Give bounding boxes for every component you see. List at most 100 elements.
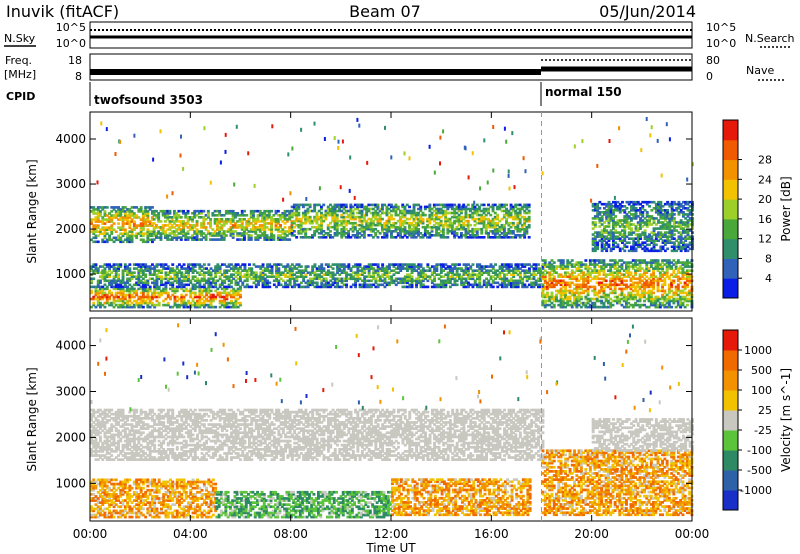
power-cell: [193, 295, 197, 299]
power-cell: [164, 283, 168, 287]
power-cell: [432, 223, 436, 227]
power-cell: [121, 273, 125, 276]
power-cell: [471, 207, 475, 211]
power-cell: [421, 213, 425, 217]
power-cell: [358, 236, 362, 239]
power-cell: [191, 224, 194, 227]
power-cell: [240, 222, 244, 225]
power-cell: [234, 301, 238, 305]
power-cell: [223, 301, 227, 305]
power-cell: [94, 263, 98, 266]
power-cell: [130, 238, 134, 242]
power-cell: [139, 208, 143, 211]
power-cell: [175, 305, 179, 309]
power-cell: [460, 219, 463, 223]
power-cell: [193, 303, 197, 307]
power-cell: [466, 207, 470, 211]
power-cell: [96, 295, 100, 299]
power-cell: [155, 265, 159, 268]
power-cell: [105, 301, 109, 305]
power-cell: [426, 205, 429, 209]
power-cell: [491, 203, 495, 207]
power-cell: [175, 287, 179, 291]
power-cell: [152, 228, 156, 231]
power-cell: [340, 205, 344, 209]
power-cell: [184, 283, 188, 287]
power-cell: [326, 223, 330, 227]
power-cell: [206, 214, 210, 217]
power-cell: [180, 297, 184, 301]
power-cell: [360, 230, 364, 233]
power-cell: [160, 279, 163, 283]
power-cell: [121, 275, 125, 278]
power-cell: [132, 214, 136, 217]
power-cell: [180, 303, 184, 307]
power-cell: [224, 222, 228, 225]
power-cell: [175, 303, 179, 307]
power-cell: [137, 271, 141, 274]
power-cell: [272, 214, 276, 217]
power-cell: [326, 227, 330, 231]
power-cell: [491, 207, 495, 211]
power-cell: [200, 230, 203, 233]
power-cell: [137, 208, 141, 211]
power-cell: [166, 216, 170, 219]
power-cell: [428, 236, 432, 239]
power-cell: [207, 269, 211, 272]
power-cell: [249, 222, 253, 225]
power-cell: [92, 236, 96, 240]
power-cell: [182, 299, 186, 303]
power-cell: [211, 212, 215, 215]
power-cell: [230, 273, 233, 276]
power-cell: [403, 211, 407, 215]
power-cell: [141, 226, 145, 229]
power-cell: [105, 273, 109, 276]
power-cell: [462, 227, 466, 231]
power-cell: [130, 275, 134, 278]
power-cell: [240, 209, 244, 213]
power-cell: [229, 220, 233, 223]
power-cell: [166, 293, 170, 297]
power-cell: [369, 227, 373, 231]
power-cell: [320, 207, 323, 211]
power-cell: [146, 279, 150, 283]
power-cell: [292, 211, 296, 215]
power-cell: [450, 230, 454, 233]
power-cell: [473, 217, 477, 221]
power-cell: [161, 209, 165, 213]
power-cell: [471, 203, 475, 207]
power-cell: [276, 222, 280, 225]
power-cell: [437, 207, 441, 211]
power-cell: [475, 232, 479, 235]
power-cell: [153, 271, 157, 274]
power-cell: [227, 279, 231, 283]
power-cell: [189, 287, 193, 291]
power-cell: [234, 291, 238, 295]
power-cell: [191, 212, 194, 215]
power-cell: [261, 228, 264, 231]
power-cell: [414, 236, 418, 239]
power-cell: [168, 238, 172, 241]
power-cell: [96, 216, 100, 219]
power-cell: [381, 205, 384, 209]
power-cell: [108, 236, 111, 240]
power-cell: [121, 295, 125, 299]
power-cell: [202, 277, 206, 281]
power-cell: [112, 269, 116, 272]
power-cell: [186, 226, 190, 229]
power-cell: [148, 301, 152, 305]
power-cell: [157, 226, 161, 229]
power-cell: [141, 214, 145, 217]
power-cell: [295, 215, 299, 219]
power-cell: [90, 285, 93, 289]
power-cell: [259, 279, 263, 283]
power-cell: [155, 275, 159, 278]
power-cell: [114, 303, 118, 307]
power-cell: [428, 232, 432, 235]
power-cell: [326, 225, 330, 229]
power-cell: [175, 273, 179, 276]
power-cell: [123, 285, 127, 289]
power-cell: [179, 232, 183, 235]
power-cell: [462, 223, 466, 227]
power-cell: [108, 267, 111, 270]
